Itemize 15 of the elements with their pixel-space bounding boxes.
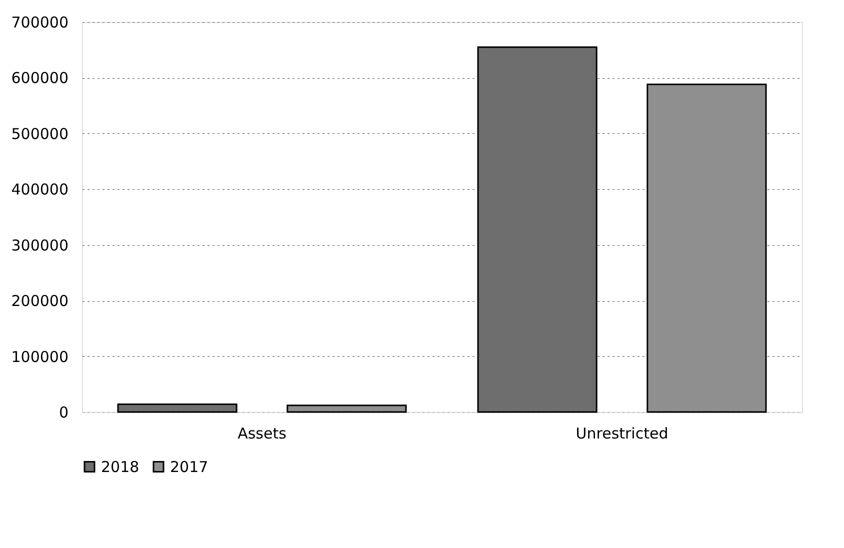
legend-label: 2018: [101, 458, 140, 476]
y-tick-label: 400000: [11, 180, 68, 199]
x-tick-label: Unrestricted: [576, 424, 668, 442]
bar: [117, 403, 238, 413]
y-tick-label: 300000: [11, 236, 68, 254]
bar: [286, 404, 407, 413]
legend-label: 2017: [170, 458, 208, 476]
y-tick-label: 0: [58, 404, 68, 422]
y-tick-label: 500000: [11, 124, 68, 143]
y-tick-label: 200000: [11, 292, 68, 310]
y-tick-label: 600000: [11, 69, 68, 88]
y-tick-label: 100000: [11, 348, 68, 366]
bar: [477, 46, 598, 413]
y-tick-label: 700000: [11, 14, 68, 32]
x-tick-label: Assets: [238, 424, 287, 442]
